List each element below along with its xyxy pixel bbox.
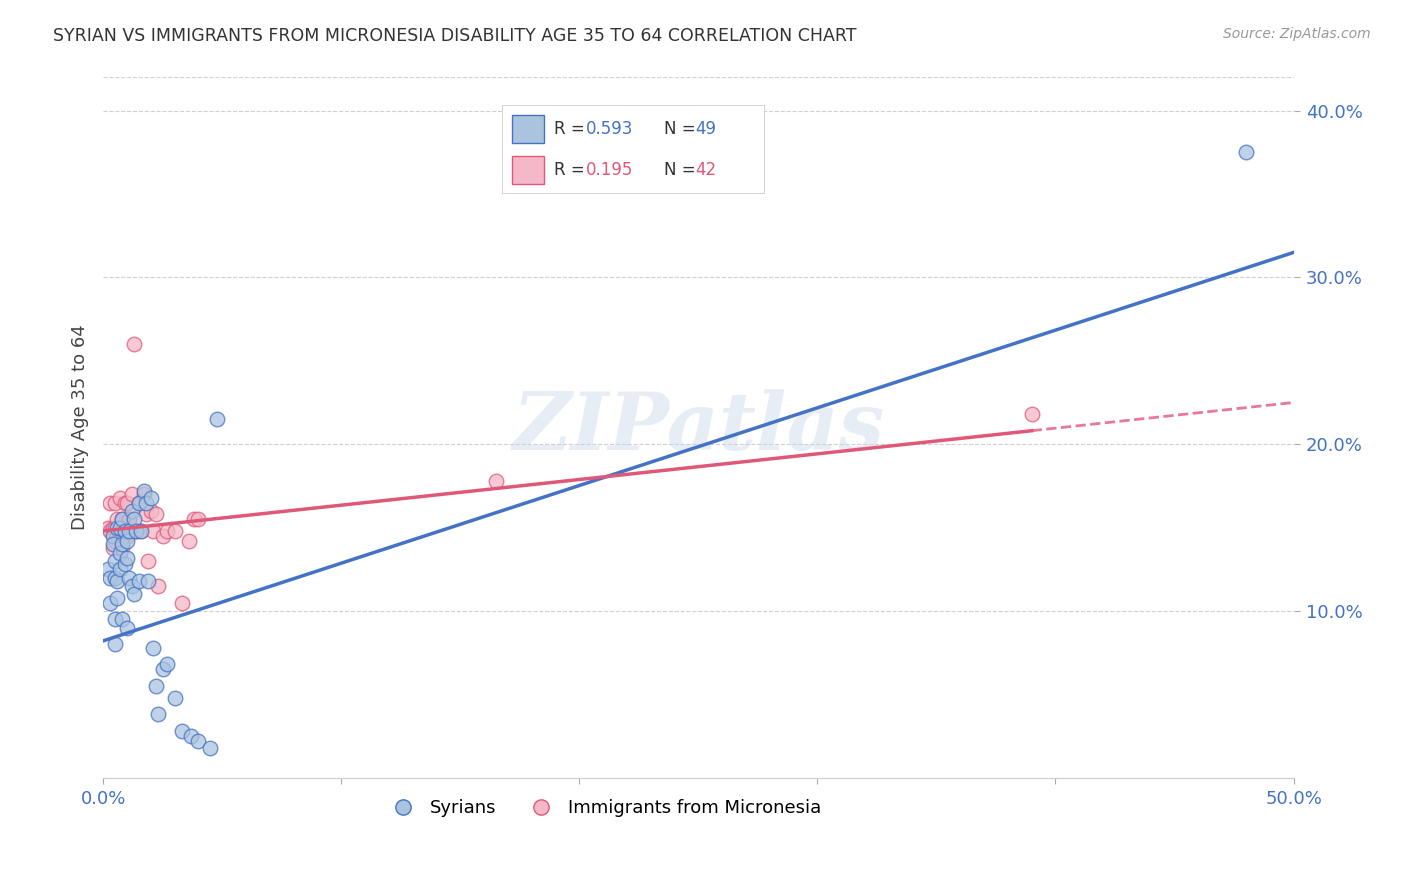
Point (156, 524, 179, 538)
Point (107, 591, 129, 605)
Point (97, 520, 120, 534)
Point (177, 533, 200, 548)
Point (200, 740, 222, 755)
Point (170, 723, 193, 738)
Point (111, 541, 134, 555)
Point (115, 621, 138, 635)
Point (135, 507, 157, 521)
Point (152, 529, 174, 543)
Point (125, 524, 148, 538)
Point (135, 495, 157, 509)
Point (142, 524, 165, 538)
Point (145, 679, 167, 693)
Point (104, 520, 127, 534)
Point (132, 487, 155, 501)
Point (145, 507, 167, 521)
Point (98, 495, 121, 509)
Point (104, 495, 127, 509)
Point (104, 570, 127, 584)
Point (187, 734, 209, 748)
Point (107, 512, 129, 526)
Point (118, 512, 141, 526)
Point (101, 537, 124, 551)
Point (118, 570, 141, 584)
Point (1021, 407, 1043, 421)
Point (142, 640, 165, 655)
Point (146, 707, 169, 722)
Point (139, 504, 162, 518)
Point (104, 533, 127, 548)
Point (111, 612, 134, 626)
Point (114, 524, 136, 538)
Point (121, 504, 143, 518)
Point (187, 512, 209, 526)
Point (122, 512, 145, 526)
Point (115, 533, 138, 548)
Point (97, 562, 120, 576)
Point (156, 657, 179, 672)
Point (139, 491, 162, 505)
Point (98, 524, 121, 538)
Point (128, 574, 150, 588)
Point (108, 524, 131, 538)
Text: ZIPatlas: ZIPatlas (512, 389, 884, 467)
Point (485, 474, 508, 488)
Point (104, 554, 127, 568)
Point (118, 512, 141, 526)
Point (111, 512, 134, 526)
Point (163, 524, 186, 538)
Point (121, 579, 143, 593)
Point (152, 662, 174, 676)
Point (111, 512, 134, 526)
Point (104, 637, 127, 651)
Point (121, 487, 143, 501)
Point (108, 562, 131, 576)
Point (125, 524, 148, 538)
Point (114, 558, 136, 572)
Point (121, 524, 143, 538)
Point (128, 495, 150, 509)
Legend: Syrians, Immigrants from Micronesia: Syrians, Immigrants from Micronesia (377, 792, 830, 824)
Point (180, 729, 202, 743)
Point (1234, 145, 1257, 160)
Point (101, 529, 124, 543)
Point (107, 574, 129, 588)
Point (98, 595, 121, 609)
Point (101, 541, 124, 555)
Point (98, 570, 121, 584)
Point (146, 579, 169, 593)
Point (207, 412, 229, 426)
Point (111, 537, 134, 551)
Point (170, 595, 193, 609)
Point (104, 612, 127, 626)
Text: SYRIAN VS IMMIGRANTS FROM MICRONESIA DISABILITY AGE 35 TO 64 CORRELATION CHART: SYRIAN VS IMMIGRANTS FROM MICRONESIA DIS… (53, 27, 856, 45)
Y-axis label: Disability Age 35 to 64: Disability Age 35 to 64 (72, 325, 89, 531)
Point (115, 550, 138, 565)
Point (132, 483, 155, 498)
Point (163, 690, 186, 705)
Point (129, 524, 152, 538)
Point (122, 587, 145, 601)
Point (118, 524, 141, 538)
Point (138, 574, 160, 588)
Point (122, 337, 145, 351)
Point (138, 554, 160, 568)
Point (107, 520, 129, 534)
Point (107, 529, 129, 543)
Point (115, 529, 138, 543)
Point (108, 520, 131, 534)
Point (101, 520, 124, 534)
Point (128, 495, 150, 509)
Point (108, 545, 131, 559)
Point (114, 524, 136, 538)
Point (115, 495, 138, 509)
Point (129, 524, 152, 538)
Point (108, 491, 131, 505)
Point (114, 495, 136, 509)
Text: Source: ZipAtlas.com: Source: ZipAtlas.com (1223, 27, 1371, 41)
Point (183, 512, 205, 526)
